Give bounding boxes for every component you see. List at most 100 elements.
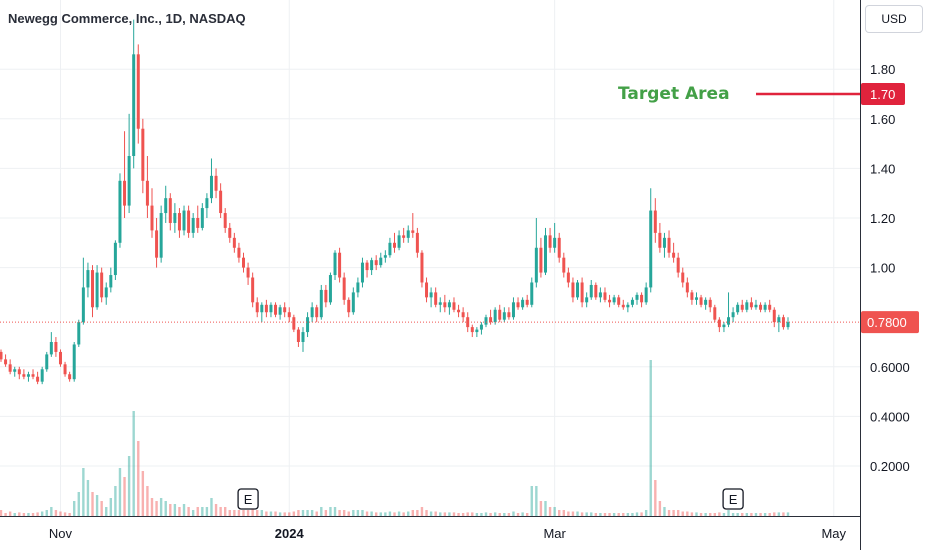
candle-body[interactable] xyxy=(457,309,461,313)
candle-body[interactable] xyxy=(255,302,259,313)
candle-body[interactable] xyxy=(759,304,763,310)
candle-body[interactable] xyxy=(434,292,438,305)
candle-body[interactable] xyxy=(145,180,149,206)
candle-body[interactable] xyxy=(768,304,772,310)
candle-body[interactable] xyxy=(489,317,493,323)
candle-body[interactable] xyxy=(740,304,744,310)
candle-body[interactable] xyxy=(397,235,401,248)
candle-body[interactable] xyxy=(475,329,479,333)
candle-body[interactable] xyxy=(662,237,666,248)
candle-body[interactable] xyxy=(763,304,767,310)
candle-body[interactable] xyxy=(745,302,749,310)
candle-body[interactable] xyxy=(301,332,305,342)
candle-body[interactable] xyxy=(598,292,602,298)
candle-body[interactable] xyxy=(155,230,159,258)
candle-body[interactable] xyxy=(498,309,502,320)
candle-body[interactable] xyxy=(205,198,209,209)
candle-body[interactable] xyxy=(177,213,181,231)
candle-body[interactable] xyxy=(640,294,644,303)
candle-body[interactable] xyxy=(370,260,374,271)
candle-body[interactable] xyxy=(196,218,200,228)
candle-body[interactable] xyxy=(13,369,17,372)
candle-body[interactable] xyxy=(242,257,246,268)
candle-body[interactable] xyxy=(429,292,433,298)
candle-body[interactable] xyxy=(365,262,369,271)
candle-body[interactable] xyxy=(132,54,136,156)
candle-body[interactable] xyxy=(722,324,726,328)
candle-body[interactable] xyxy=(736,304,740,313)
candle-body[interactable] xyxy=(438,302,442,305)
candle-body[interactable] xyxy=(68,374,72,380)
candle-body[interactable] xyxy=(530,282,534,305)
candle-body[interactable] xyxy=(338,252,342,278)
candle-body[interactable] xyxy=(479,324,483,330)
candle-body[interactable] xyxy=(123,180,127,206)
candle-body[interactable] xyxy=(534,247,538,283)
candle-body[interactable] xyxy=(182,210,186,231)
candle-body[interactable] xyxy=(772,309,776,323)
candle-body[interactable] xyxy=(374,260,378,266)
symbol-title[interactable]: Newegg Commerce, Inc., 1D, NASDAQ xyxy=(8,11,246,26)
candle-body[interactable] xyxy=(310,307,314,318)
candle-body[interactable] xyxy=(447,302,451,308)
candle-body[interactable] xyxy=(571,282,575,298)
candle-body[interactable] xyxy=(113,242,117,276)
candle-body[interactable] xyxy=(548,235,552,248)
candle-body[interactable] xyxy=(306,317,310,333)
candle-body[interactable] xyxy=(223,213,227,228)
candle-body[interactable] xyxy=(379,257,383,266)
candle-body[interactable] xyxy=(100,272,104,298)
candle-body[interactable] xyxy=(328,275,332,303)
candle-body[interactable] xyxy=(406,230,410,238)
candle-body[interactable] xyxy=(219,190,223,214)
candle-body[interactable] xyxy=(81,287,85,323)
candle-body[interactable] xyxy=(608,299,612,303)
candle-body[interactable] xyxy=(667,237,671,253)
candle-body[interactable] xyxy=(91,270,95,308)
candle-body[interactable] xyxy=(347,299,351,313)
candle-body[interactable] xyxy=(603,292,607,300)
candle-body[interactable] xyxy=(8,364,12,372)
candle-body[interactable] xyxy=(315,307,319,318)
candle-body[interactable] xyxy=(672,252,676,258)
candle-body[interactable] xyxy=(461,312,465,318)
candle-body[interactable] xyxy=(754,304,758,308)
candle-body[interactable] xyxy=(296,329,300,342)
candle-body[interactable] xyxy=(77,322,81,345)
candle-body[interactable] xyxy=(351,292,355,313)
candle-body[interactable] xyxy=(141,128,145,181)
candle-body[interactable] xyxy=(118,180,122,243)
candle-body[interactable] xyxy=(127,156,131,206)
candle-body[interactable] xyxy=(644,287,648,303)
candle-body[interactable] xyxy=(580,282,584,303)
candle-body[interactable] xyxy=(452,302,456,310)
candle-body[interactable] xyxy=(681,272,685,283)
candle-body[interactable] xyxy=(511,302,515,318)
candle-body[interactable] xyxy=(168,198,172,223)
candle-body[interactable] xyxy=(777,317,781,323)
candle-body[interactable] xyxy=(246,267,250,278)
candle-body[interactable] xyxy=(653,210,657,233)
candle-body[interactable] xyxy=(594,284,598,298)
candle-body[interactable] xyxy=(708,299,712,308)
candle-body[interactable] xyxy=(576,282,580,298)
candle-body[interactable] xyxy=(562,257,566,273)
candle-body[interactable] xyxy=(164,198,168,214)
candle-body[interactable] xyxy=(191,218,195,233)
candle-body[interactable] xyxy=(63,364,67,375)
candle-body[interactable] xyxy=(649,210,653,288)
earnings-marker[interactable] xyxy=(237,488,259,510)
candle-body[interactable] xyxy=(54,342,58,352)
candle-body[interactable] xyxy=(493,309,497,323)
candle-body[interactable] xyxy=(17,369,21,375)
candle-body[interactable] xyxy=(278,307,282,315)
candle-body[interactable] xyxy=(685,282,689,293)
candle-body[interactable] xyxy=(690,292,694,300)
candle-body[interactable] xyxy=(319,289,323,318)
candle-body[interactable] xyxy=(626,304,630,308)
candle-body[interactable] xyxy=(507,312,511,318)
candle-body[interactable] xyxy=(58,351,62,365)
candle-body[interactable] xyxy=(589,284,593,298)
